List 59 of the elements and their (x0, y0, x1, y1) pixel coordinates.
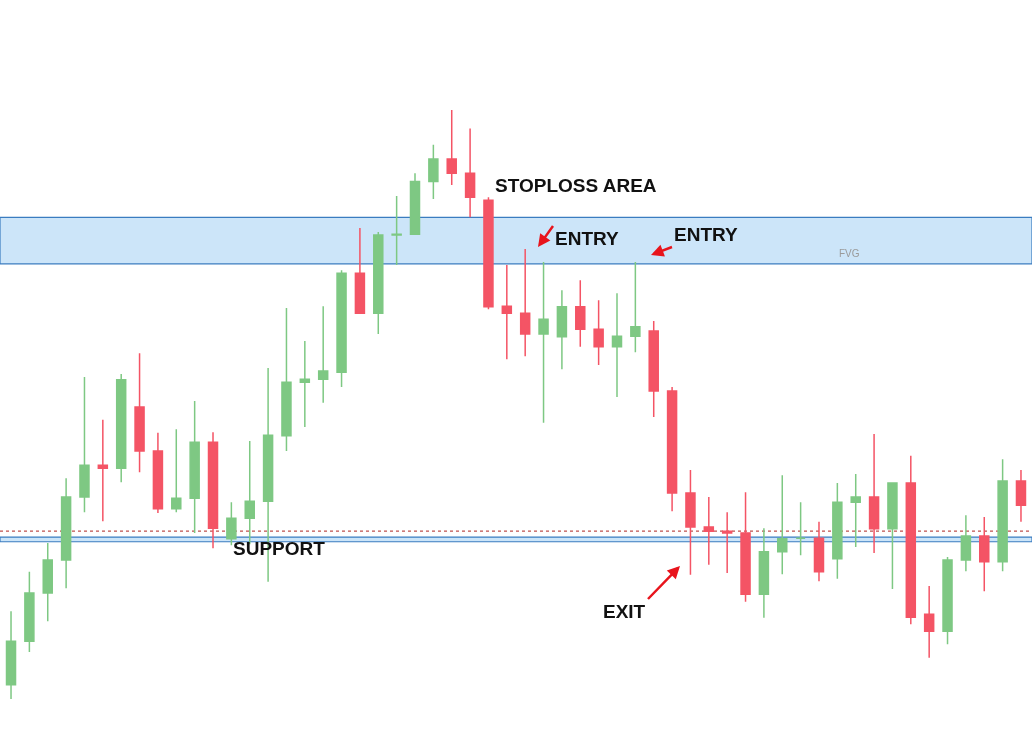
candlestick (868, 433, 880, 554)
candlestick (391, 195, 402, 266)
candlestick (134, 352, 145, 474)
band-label: FVG (839, 248, 860, 259)
candlestick (24, 571, 35, 653)
candlestick (795, 501, 806, 557)
annotation: STOPLOSS AREA (495, 175, 657, 196)
candlestick (887, 481, 898, 590)
band-label: SUPPORT (233, 538, 326, 559)
candlestick (189, 400, 200, 534)
candlestick (593, 299, 604, 366)
candlestick (905, 455, 917, 625)
candlestick (171, 428, 182, 514)
candlestick (740, 491, 751, 603)
candlestick (79, 376, 90, 514)
candlestick (446, 109, 457, 186)
candlestick (483, 196, 494, 310)
candlestick (42, 542, 53, 623)
candlestick (777, 474, 788, 575)
candlestick (152, 432, 164, 514)
candlestick (299, 340, 311, 428)
candlestick (611, 292, 623, 398)
candlestick (960, 514, 972, 572)
candlestick (409, 172, 421, 236)
candlestick (354, 227, 366, 315)
candlestick (813, 521, 825, 582)
candlestick (979, 516, 990, 592)
candlestick (60, 477, 72, 590)
candlestick (317, 305, 329, 404)
candlestick (97, 419, 109, 522)
candlestick (942, 556, 953, 645)
candlestick (501, 264, 513, 360)
candlestick (832, 482, 843, 580)
candlestick (281, 307, 292, 452)
candlestick (997, 458, 1008, 572)
candlestick (685, 469, 696, 576)
candlestick (703, 496, 715, 566)
annotation: ENTRY (555, 228, 620, 249)
candlestick (519, 248, 531, 358)
candlestick (1015, 469, 1027, 523)
candlestick (923, 585, 935, 659)
candlestick (538, 261, 549, 424)
candlestick (630, 261, 641, 353)
candlestick (666, 386, 678, 512)
candlestick (464, 127, 476, 219)
candlestick (373, 231, 384, 335)
candlestick (336, 269, 347, 388)
candlestick (648, 320, 659, 418)
candlestick (850, 473, 861, 548)
candlestick (721, 511, 733, 574)
candlestick (758, 527, 770, 619)
candlestick (556, 289, 568, 370)
annotation: ENTRY (674, 224, 739, 245)
candlestick (5, 610, 17, 700)
candlestick (575, 279, 586, 348)
candlestick (207, 431, 219, 549)
candlestick (428, 144, 439, 200)
annotation: EXIT (603, 601, 646, 622)
candlestick (115, 373, 127, 484)
